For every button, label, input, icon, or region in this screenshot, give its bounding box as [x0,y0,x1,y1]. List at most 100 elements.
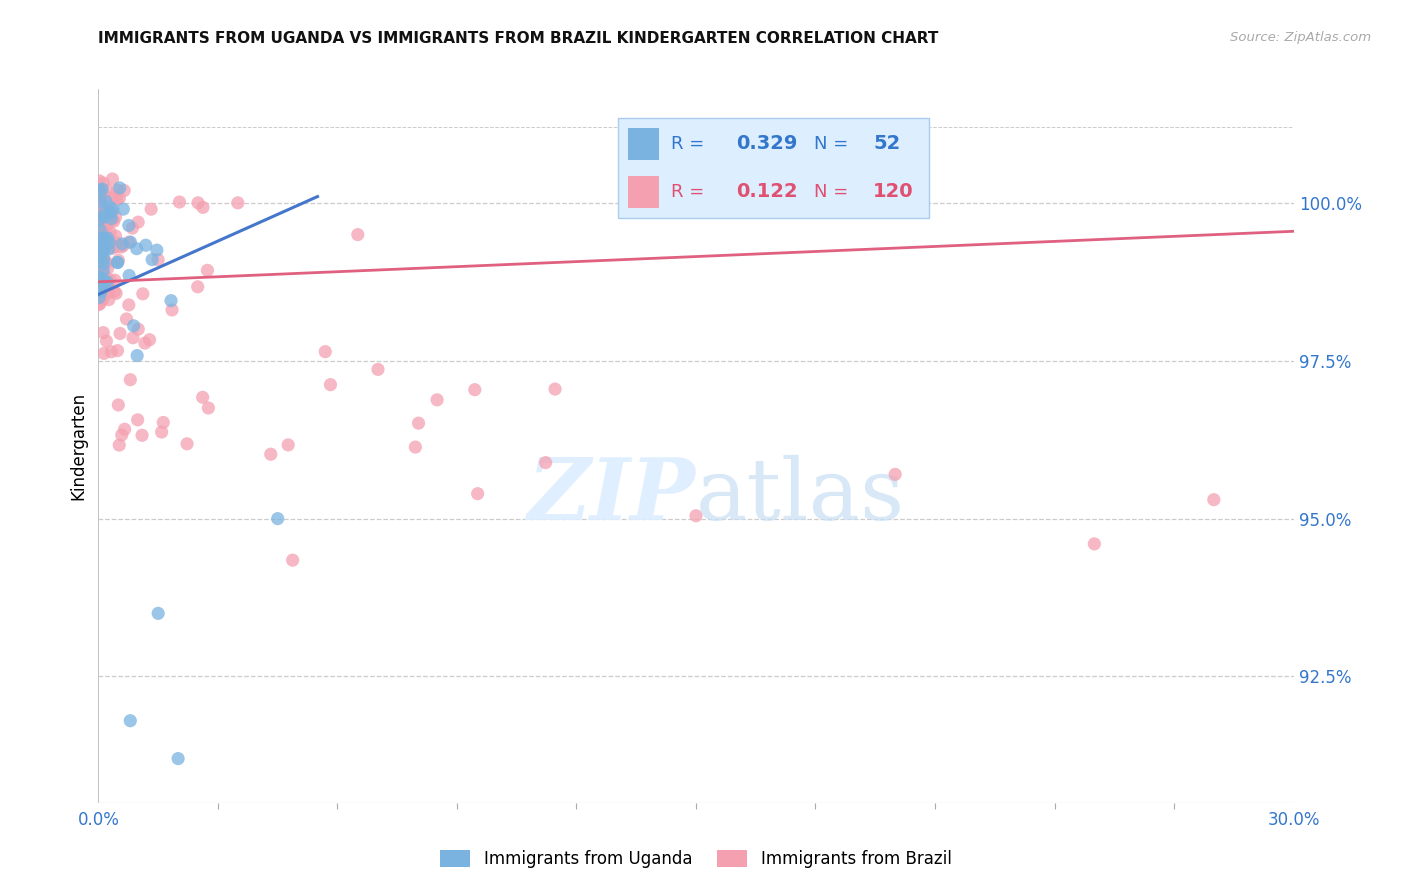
Point [93,346,115,360]
Point [96,183,118,197]
Point [104,273,127,287]
Point [138,333,160,347]
Point [125,242,148,256]
Point [93,278,115,293]
Point [111,428,134,442]
Point [105,192,128,206]
Point [91,326,114,340]
Point [93,268,115,282]
Point [884,467,907,482]
Point [135,238,157,252]
Point [87,224,110,238]
Point [118,235,141,249]
Text: R =: R = [671,183,704,201]
Point [89,284,111,298]
Point [90,190,112,204]
Point [169,194,191,209]
Point [97,204,120,219]
Point [101,202,124,217]
Point [98,200,121,214]
Point [160,293,183,308]
Point [122,331,145,345]
Legend: Immigrants from Uganda, Immigrants from Brazil: Immigrants from Uganda, Immigrants from … [432,842,960,877]
Point [93,244,115,258]
Point [187,195,209,210]
Point [91,272,114,286]
Point [89,290,111,304]
Point [464,383,486,397]
Text: N =: N = [814,183,848,201]
Point [87,200,110,214]
Point [89,213,111,227]
Point [91,264,114,278]
Point [107,255,129,269]
Text: 52: 52 [873,134,900,153]
Point [89,238,111,252]
Point [90,278,112,293]
FancyBboxPatch shape [627,128,658,160]
Point [93,206,115,220]
Point [404,440,426,454]
Point [90,244,112,258]
Point [139,202,162,216]
Point [132,286,155,301]
Point [94,253,117,268]
Point [90,231,112,245]
Point [91,243,114,257]
Point [467,486,489,500]
Point [89,189,111,203]
Text: 0.122: 0.122 [737,182,799,202]
Point [91,252,114,266]
Point [226,195,249,210]
Text: Source: ZipAtlas.com: Source: ZipAtlas.com [1230,31,1371,45]
Point [93,219,115,234]
Point [87,260,110,275]
Point [100,344,122,359]
Point [98,226,121,240]
Point [112,239,135,253]
Point [314,344,336,359]
Point [115,312,138,326]
Point [87,258,110,272]
Point [91,202,114,216]
Point [90,285,112,299]
Point [131,428,153,442]
Point [101,241,124,255]
Point [148,252,170,267]
Point [103,214,125,228]
Point [89,196,111,211]
Y-axis label: Kindergarten: Kindergarten [69,392,87,500]
FancyBboxPatch shape [627,176,658,208]
Point [103,190,125,204]
Point [426,392,449,407]
Point [87,221,110,235]
Point [97,242,120,256]
Point [1083,537,1105,551]
Point [112,202,135,216]
Point [107,255,129,269]
Point [89,194,111,209]
Point [104,229,127,244]
Point [534,456,557,470]
Text: ZIP: ZIP [529,454,696,538]
Point [103,285,125,299]
Point [87,298,110,312]
Point [191,390,214,404]
Point [112,184,135,198]
Point [1202,492,1225,507]
Point [94,276,117,290]
Point [101,213,124,227]
Point [267,511,290,525]
Point [367,362,389,376]
Text: 0.329: 0.329 [737,134,797,153]
Point [96,275,118,289]
Point [141,252,163,267]
Point [197,401,219,415]
Point [120,373,142,387]
Point [127,215,149,229]
Point [98,208,121,222]
Point [89,183,111,197]
Point [167,751,190,765]
Point [90,215,112,229]
Text: N =: N = [814,135,848,153]
